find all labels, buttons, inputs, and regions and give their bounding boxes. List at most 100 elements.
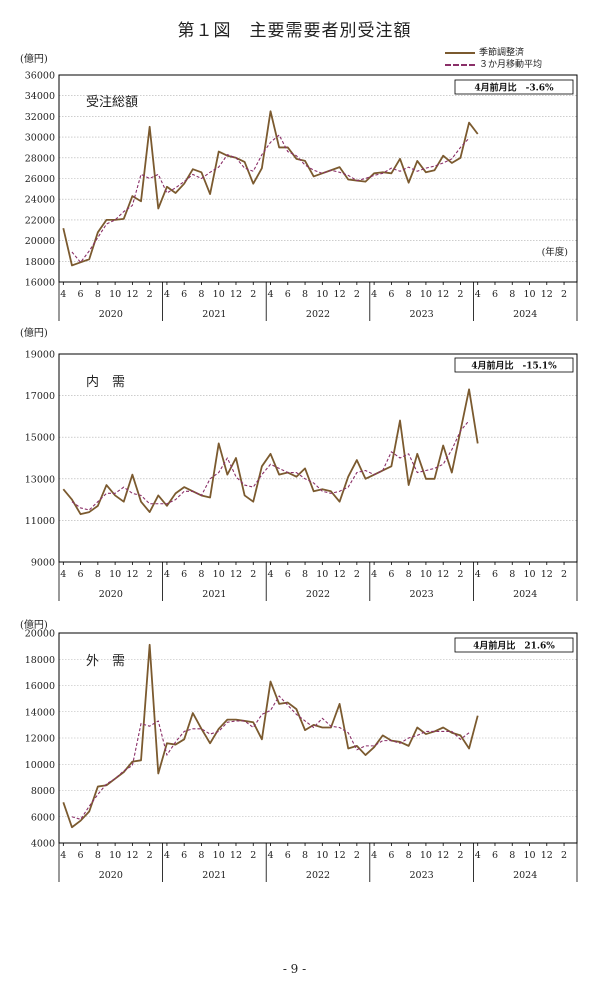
- x-tick-label: 12: [437, 850, 449, 861]
- x-tick-label: 4: [475, 850, 481, 861]
- y-tick-label: 26000: [25, 174, 55, 185]
- x-tick-label: 8: [302, 569, 308, 580]
- mom-change-box: [454, 357, 574, 373]
- x-tick-label: 10: [213, 289, 225, 300]
- y-tick-label: 18000: [25, 655, 55, 666]
- x-tick-label: 2: [250, 850, 256, 861]
- x-tick-label: 2: [457, 289, 463, 300]
- page-number: - 9 -: [282, 962, 307, 976]
- mom-change-box: [454, 637, 574, 653]
- x-tick-label: 6: [78, 850, 84, 861]
- mom-change-label: 4月前月比 -15.1%: [471, 360, 557, 372]
- x-tick-label: 8: [95, 289, 101, 300]
- legend-item-moving-avg: ３か月移動平均: [445, 59, 542, 71]
- x-tick-label: 12: [541, 850, 553, 861]
- x-tick-label: 12: [230, 289, 242, 300]
- series-line-moving-average: [71, 695, 470, 820]
- year-label: 2021: [202, 870, 226, 881]
- x-tick-label: 4: [371, 569, 377, 580]
- y-tick-label: 15000: [25, 433, 55, 444]
- year-label: 2023: [410, 309, 434, 320]
- x-tick-label: 6: [78, 569, 84, 580]
- x-tick-label: 4: [60, 569, 66, 580]
- x-tick-label: 4: [475, 289, 481, 300]
- x-tick-label: 6: [388, 289, 394, 300]
- y-tick-label: 36000: [25, 71, 55, 82]
- panel-label: 内 需: [86, 374, 125, 390]
- x-tick-label: 12: [334, 850, 346, 861]
- x-tick-label: 8: [406, 569, 412, 580]
- x-tick-label: 8: [406, 289, 412, 300]
- x-tick-label: 4: [60, 289, 66, 300]
- series-line-seasonal: [62, 110, 479, 267]
- x-tick-label: 10: [109, 850, 121, 861]
- x-tick-label: 6: [181, 850, 187, 861]
- x-tick-label: 8: [95, 569, 101, 580]
- x-tick-label: 2: [250, 569, 256, 580]
- x-tick-label: 4: [164, 569, 170, 580]
- x-tick-label: 2: [457, 569, 463, 580]
- x-tick-label: 6: [181, 289, 187, 300]
- x-tick-label: 10: [420, 850, 432, 861]
- x-tick-label: 8: [302, 289, 308, 300]
- x-tick-label: 10: [523, 569, 535, 580]
- legend-label-moving-avg: ３か月移動平均: [479, 60, 543, 70]
- y-tick-label: 18000: [25, 257, 55, 268]
- x-tick-label: 10: [316, 850, 328, 861]
- y-tick-label: 8000: [31, 786, 55, 797]
- year-label: 2022: [306, 589, 330, 600]
- year-label: 2023: [410, 870, 434, 881]
- x-tick-label: 6: [492, 289, 498, 300]
- x-tick-label: 4: [267, 289, 273, 300]
- fiscal-year-note: (年度): [542, 246, 568, 258]
- chart-legend: 季節調整済 ３か月移動平均: [445, 47, 542, 71]
- x-tick-label: 12: [126, 289, 138, 300]
- series-line-moving-average: [71, 420, 470, 511]
- x-tick-label: 6: [388, 569, 394, 580]
- x-tick-label: 2: [147, 289, 153, 300]
- x-tick-label: 6: [181, 569, 187, 580]
- x-tick-label: 8: [509, 289, 515, 300]
- x-tick-label: 10: [109, 289, 121, 300]
- x-tick-label: 10: [523, 289, 535, 300]
- x-tick-label: 10: [420, 289, 432, 300]
- x-tick-label: 10: [109, 569, 121, 580]
- x-tick-label: 6: [285, 289, 291, 300]
- mom-change-box: [454, 79, 574, 95]
- x-tick-label: 12: [541, 289, 553, 300]
- x-tick-label: 6: [388, 850, 394, 861]
- x-tick-label: 2: [561, 850, 567, 861]
- year-label: 2021: [202, 309, 226, 320]
- x-tick-label: 10: [316, 569, 328, 580]
- x-tick-label: 6: [492, 850, 498, 861]
- x-tick-label: 4: [164, 289, 170, 300]
- year-label: 2020: [99, 589, 123, 600]
- y-tick-label: 9000: [31, 558, 55, 569]
- y-tick-label: 24000: [25, 195, 55, 206]
- mom-change-label: 4月前月比 21.6%: [473, 640, 555, 652]
- x-tick-label: 6: [78, 289, 84, 300]
- panel-label: 外 需: [86, 654, 125, 669]
- x-tick-label: 4: [267, 569, 273, 580]
- x-tick-label: 12: [126, 850, 138, 861]
- y-tick-label: 20000: [25, 236, 55, 247]
- legend-swatch-seasonal: [445, 52, 475, 54]
- y-tick-label: 10000: [25, 760, 55, 771]
- x-tick-label: 6: [285, 569, 291, 580]
- year-label: 2020: [99, 309, 123, 320]
- y-tick-label: 6000: [31, 812, 55, 823]
- x-tick-label: 10: [420, 569, 432, 580]
- x-tick-label: 2: [147, 569, 153, 580]
- x-tick-label: 12: [126, 569, 138, 580]
- year-label: 2022: [306, 309, 330, 320]
- y-tick-label: 19000: [25, 350, 55, 361]
- year-label: 2024: [513, 870, 537, 881]
- x-tick-label: 4: [267, 850, 273, 861]
- x-tick-label: 4: [164, 850, 170, 861]
- y-tick-label: 28000: [25, 153, 55, 164]
- x-tick-label: 2: [561, 289, 567, 300]
- year-label: 2024: [513, 309, 537, 320]
- x-tick-label: 10: [213, 850, 225, 861]
- y-tick-label: 13000: [25, 474, 55, 485]
